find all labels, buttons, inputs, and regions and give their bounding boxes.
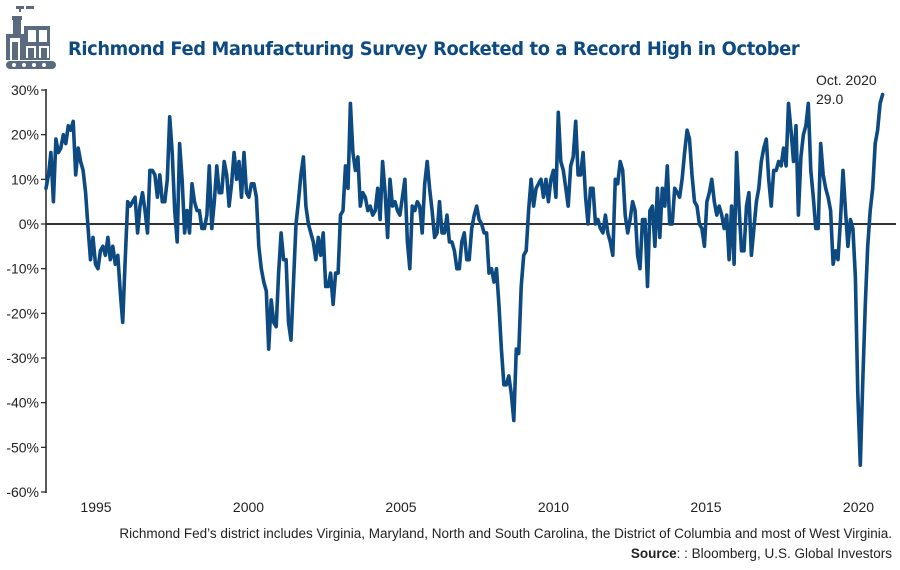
x-tick-label: 1995 [80, 499, 111, 515]
y-tick-label: -60% [6, 484, 39, 500]
factory-icon [4, 4, 66, 70]
y-tick-label: 30% [11, 82, 39, 98]
y-tick-label: 10% [11, 171, 39, 187]
y-tick-label: -10% [6, 261, 39, 277]
series-line [44, 92, 885, 467]
source-text: : : Bloomberg, U.S. Global Investors [676, 546, 892, 561]
annotation-date: Oct. 2020 [816, 72, 877, 88]
y-tick-label: -20% [6, 305, 39, 321]
annotation-value: 29.0 [816, 91, 843, 107]
y-tick-label: 20% [11, 127, 39, 143]
x-tick-label: 2010 [538, 499, 569, 515]
source-label: Source [630, 546, 677, 561]
footnote: Richmond Fed’s district includes Virgini… [119, 526, 892, 541]
x-tick-label: 2005 [385, 499, 416, 515]
x-tick-label: 2020 [843, 499, 874, 515]
y-tick-label: -50% [6, 439, 39, 455]
y-axis: 30% 20% 10% 0% -10% -20% -30% -40% -50% -60% [6, 82, 47, 500]
y-tick-label: 0% [19, 216, 39, 232]
x-tick-label: 2000 [233, 499, 264, 515]
x-axis: 1995 2000 2005 2010 2015 2020 [80, 499, 874, 515]
y-tick-label: -30% [6, 350, 39, 366]
chart-title: Richmond Fed Manufacturing Survey Rocket… [68, 38, 800, 60]
source-note: Source: : Bloomberg, U.S. Global Investo… [631, 546, 892, 561]
x-tick-label: 2015 [690, 499, 721, 515]
y-tick-label: -40% [6, 395, 39, 411]
